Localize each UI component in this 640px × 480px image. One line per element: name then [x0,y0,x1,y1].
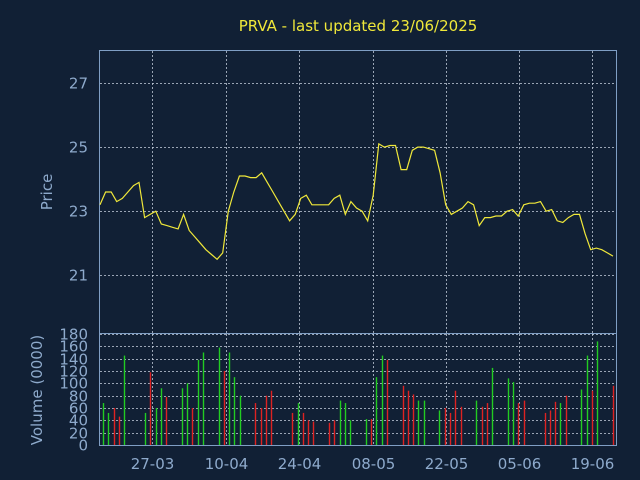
price-tick-label: 23 [69,203,88,221]
price-y-ticks: 21 23 25 27 [69,75,88,285]
volume-tick-label: 140 [59,351,88,369]
volume-tick-label: 120 [59,363,88,381]
price-tick-label: 27 [69,75,88,93]
x-axis-ticks: 27-03 10-04 24-04 08-05 22-05 05-06 19-06 [131,455,615,473]
x-tick-label: 08-05 [352,455,396,473]
price-panel: 21 23 25 27 Price [38,50,617,334]
x-tick-label: 27-03 [131,455,175,473]
volume-tick-label: 100 [59,375,88,393]
x-tick-label: 22-05 [425,455,469,473]
volume-tick-label: 20 [69,425,88,443]
volume-axis-label: Volume (0000) [28,335,46,445]
volume-tick-label: 40 [69,412,88,430]
volume-tick-label: 60 [69,400,88,418]
chart-title: PRVA - last updated 23/06/2025 [239,17,478,35]
volume-tick-label: 160 [59,338,88,356]
volume-tick-label: 80 [69,388,88,406]
price-axis-label: Price [38,174,56,211]
x-tick-label: 19-06 [571,455,615,473]
volume-bars [102,341,615,445]
volume-frame [99,333,617,446]
price-line [99,142,614,261]
price-grid [100,51,616,333]
volume-tick-label: 0 [78,437,88,455]
x-tick-label: 05-06 [498,455,542,473]
x-tick-label: 24-04 [278,455,322,473]
price-tick-label: 25 [69,139,88,157]
price-tick-label: 21 [69,267,88,285]
volume-tick-label: 180 [59,326,88,344]
x-tick-label: 10-04 [205,455,249,473]
